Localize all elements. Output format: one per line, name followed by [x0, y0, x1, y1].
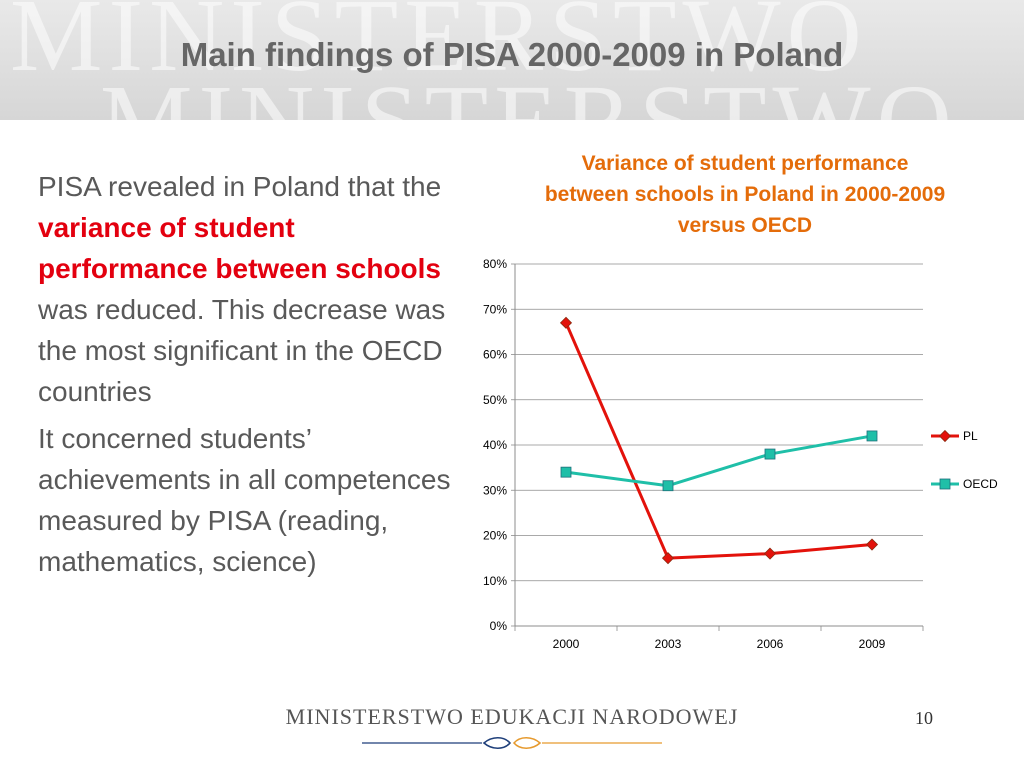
paragraph-text: PISA revealed in Poland that the: [38, 171, 442, 202]
footer-ornament: [362, 736, 662, 750]
data-point-oecd: [662, 480, 674, 492]
y-tick-label: 40%: [483, 438, 507, 452]
y-tick-label: 10%: [483, 574, 507, 588]
watermark-text: MINISTERSTWO: [100, 62, 958, 120]
ornament-leaf-orange: [512, 736, 542, 750]
y-tick-label: 50%: [483, 393, 507, 407]
series-line-pl: [564, 322, 873, 560]
y-tick-label: 30%: [483, 483, 507, 497]
y-tick-label: 0%: [490, 619, 508, 633]
x-tick-label: 2003: [655, 637, 682, 651]
header-band: MINISTERSTWO MINISTERSTWO: [0, 0, 1024, 120]
x-tick-label: 2009: [859, 637, 886, 651]
data-point-oecd: [866, 430, 878, 442]
x-tick-label: 2000: [553, 637, 580, 651]
paragraph-competences: It concerned students’ achievements in a…: [38, 423, 451, 577]
data-point-oecd: [560, 466, 572, 478]
y-tick-label: 60%: [483, 348, 507, 362]
line-chart: 0% 10% 20% 30% 40% 50% 60% 70% 80% 2000 2003 2006 20…: [483, 257, 998, 651]
watermark-text: MINISTERSTWO: [10, 0, 868, 93]
y-tick-label: 70%: [483, 302, 507, 316]
legend-marker-oecd: [939, 478, 951, 490]
data-point-pl: [763, 547, 777, 560]
highlighted-text: variance of student performance between …: [38, 212, 442, 284]
slide-title: Main findings of PISA 2000-2009 in Polan…: [180, 36, 844, 73]
paragraph-text: was reduced. This decrease was the most …: [38, 294, 446, 407]
y-tick-label: 80%: [483, 257, 507, 271]
ornament-leaf-blue: [482, 736, 512, 750]
legend-label-oecd: OECD: [963, 477, 998, 491]
page-number: 10: [915, 708, 933, 728]
footer-brand: MINISTERSTWO EDUKACJI NARODOWEJ: [285, 704, 739, 729]
data-point-oecd: [764, 448, 776, 460]
data-point-pl: [559, 316, 573, 329]
data-point-pl: [661, 552, 675, 565]
series-line-oecd: [565, 434, 873, 488]
y-tick-label: 20%: [483, 529, 507, 543]
paragraph-variance: PISA revealed in Poland that the varianc…: [38, 166, 458, 412]
body-text: PISA revealed in Poland that the varianc…: [38, 166, 458, 588]
chart-title: Variance of student performance between …: [544, 152, 946, 237]
data-point-pl: [865, 538, 879, 551]
legend-marker-pl: [938, 429, 952, 443]
legend-label-pl: PL: [963, 429, 978, 443]
x-tick-label: 2006: [757, 637, 784, 651]
